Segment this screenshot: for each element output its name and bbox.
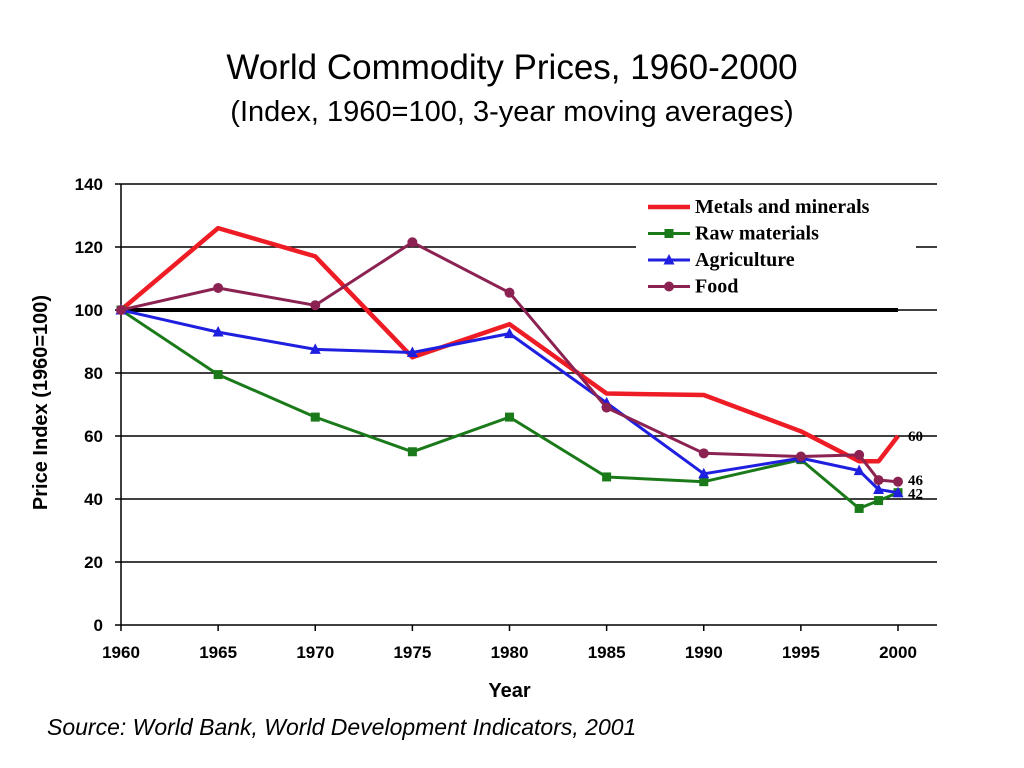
legend-marker-agriculture	[663, 254, 675, 265]
end-value-label-60: 60	[908, 429, 923, 445]
y-tick-label: 140	[75, 175, 103, 194]
end-value-label-42: 42	[908, 487, 923, 503]
data-point-agriculture	[212, 326, 224, 337]
data-point-food	[601, 402, 612, 413]
x-tick-label: 1985	[588, 643, 626, 662]
y-axis-title: Price Index (1960=100)	[30, 295, 52, 510]
data-point-food	[213, 282, 224, 293]
data-point-raw-materials	[213, 370, 223, 380]
data-point-raw-materials	[854, 503, 864, 513]
x-tick-label: 1970	[296, 643, 334, 662]
data-point-agriculture	[406, 346, 418, 358]
data-point-food	[504, 287, 515, 298]
chart-title: World Commodity Prices, 1960-2000	[226, 48, 798, 87]
legend-label-metals-and-minerals: Metals and minerals	[695, 196, 870, 218]
x-tick-label: 1965	[199, 643, 237, 662]
data-point-food	[310, 300, 321, 311]
legend-marker-food	[664, 281, 674, 292]
legend-label-raw-materials: Raw materials	[695, 223, 819, 245]
x-tick-label: 1995	[782, 643, 820, 662]
data-point-raw-materials	[310, 412, 320, 422]
data-point-food	[795, 451, 806, 462]
data-point-agriculture	[504, 327, 515, 339]
y-tick-label: 0	[94, 616, 103, 635]
end-value-label-46: 46	[908, 473, 924, 489]
data-point-agriculture	[698, 467, 710, 479]
chart-subtitle: (Index, 1960=100, 3-year moving averages…	[230, 96, 794, 128]
data-point-food	[854, 449, 865, 460]
y-tick-label: 40	[84, 490, 103, 509]
data-point-raw-materials	[874, 496, 884, 506]
data-point-food	[407, 237, 418, 248]
y-tick-label: 100	[75, 301, 103, 320]
x-tick-label: 1980	[491, 643, 529, 662]
data-point-food	[116, 305, 126, 315]
data-point-raw-materials	[602, 472, 612, 482]
y-tick-label: 20	[84, 553, 103, 572]
x-tick-label: 1990	[685, 643, 723, 662]
data-point-raw-materials	[407, 447, 417, 457]
data-point-agriculture	[853, 464, 865, 476]
x-tick-label: 2000	[879, 643, 917, 662]
data-point-raw-materials	[699, 477, 709, 487]
y-tick-label: 80	[84, 364, 103, 383]
data-point-food	[698, 448, 709, 459]
data-point-raw-materials	[505, 412, 514, 422]
data-point-food	[893, 476, 903, 487]
data-point-agriculture	[892, 486, 904, 498]
x-axis-title: Year	[488, 680, 530, 702]
series-line-raw-materials	[120, 308, 899, 510]
data-point-agriculture	[309, 343, 321, 354]
legend-label-agriculture: Agriculture	[695, 249, 795, 271]
source-note: Source: World Bank, World Development In…	[47, 714, 637, 740]
data-point-agriculture	[873, 483, 885, 495]
y-tick-label: 120	[75, 238, 103, 257]
x-tick-label: 1960	[102, 643, 140, 662]
x-tick-label: 1975	[393, 643, 431, 662]
y-tick-label: 60	[84, 427, 103, 446]
legend-label-food: Food	[695, 276, 738, 298]
legend-marker-raw-materials	[664, 229, 674, 238]
data-point-food	[873, 475, 884, 486]
